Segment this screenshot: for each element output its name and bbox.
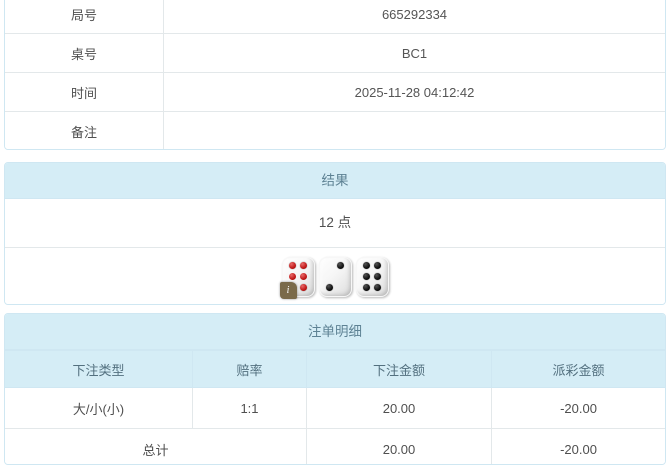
column-header-bet-type: 下注类型 bbox=[5, 350, 193, 388]
column-header-odds: 赔率 bbox=[192, 350, 307, 388]
cell-odds: 1:1 bbox=[192, 387, 307, 429]
die-pip bbox=[300, 283, 308, 291]
table-row: 局号 665292334 bbox=[5, 0, 665, 34]
die-2[interactable] bbox=[318, 256, 352, 297]
bet-detail-table: 下注类型 赔率 下注金额 派彩金额 大/小(小) 1:1 20.00 -20.0… bbox=[5, 350, 665, 464]
info-label-remark: 备注 bbox=[5, 111, 164, 149]
die-pip-blank bbox=[337, 273, 344, 280]
die-pip-blank bbox=[337, 284, 344, 291]
table-total-row: 总计 20.00 -20.00 bbox=[5, 428, 665, 464]
info-value-table-no: BC1 bbox=[163, 33, 665, 73]
cell-bet-type: 大/小(小) bbox=[5, 387, 193, 429]
info-label-round-no: 局号 bbox=[5, 0, 164, 34]
table-row: 桌号 BC1 bbox=[5, 33, 665, 73]
die-pip-blank bbox=[288, 272, 296, 280]
round-info-table: 局号 665292334 桌号 BC1 时间 2025-11-28 04:12:… bbox=[5, 0, 665, 149]
die-pip bbox=[300, 262, 308, 270]
result-points-value: 12 点 bbox=[5, 199, 665, 248]
dice-row: i bbox=[5, 248, 665, 304]
die-pip bbox=[362, 283, 370, 291]
bet-detail-section-title: 注单明细 bbox=[5, 314, 665, 350]
info-value-remark bbox=[163, 111, 665, 149]
die-pip bbox=[362, 272, 370, 280]
info-label-table-no: 桌号 bbox=[5, 33, 164, 73]
table-header-row: 下注类型 赔率 下注金额 派彩金额 bbox=[5, 350, 665, 388]
cell-total-amount: 20.00 bbox=[306, 428, 492, 464]
die-pip bbox=[374, 262, 382, 270]
bet-detail-card: 注单明细 下注类型 赔率 下注金额 派彩金额 大/小(小) 1:1 20.00 … bbox=[4, 313, 666, 465]
die-pip bbox=[325, 283, 333, 291]
cell-bet-amount: 20.00 bbox=[306, 387, 492, 429]
die-3[interactable] bbox=[355, 256, 389, 297]
table-row: 大/小(小) 1:1 20.00 -20.00 bbox=[5, 387, 665, 429]
column-header-bet-amount: 下注金额 bbox=[306, 350, 492, 388]
info-value-round-no: 665292334 bbox=[163, 0, 665, 34]
result-card: 结果 12 点 i bbox=[4, 162, 666, 305]
die-pip bbox=[288, 262, 296, 270]
die-pip bbox=[362, 262, 370, 270]
die-pip bbox=[374, 272, 382, 280]
result-section-title: 结果 bbox=[5, 163, 665, 199]
table-row: 备注 bbox=[5, 111, 665, 149]
cell-total-payout: -20.00 bbox=[491, 428, 665, 464]
column-header-payout: 派彩金额 bbox=[491, 350, 665, 388]
round-info-card: 局号 665292334 桌号 BC1 时间 2025-11-28 04:12:… bbox=[4, 0, 666, 150]
cell-payout: -20.00 bbox=[491, 387, 665, 429]
info-label-time: 时间 bbox=[5, 72, 164, 112]
die-pip-blank bbox=[300, 272, 308, 280]
info-badge-icon[interactable]: i bbox=[279, 281, 297, 299]
info-value-time: 2025-11-28 04:12:42 bbox=[163, 72, 665, 112]
die-1[interactable]: i bbox=[279, 256, 315, 299]
die-pip bbox=[374, 283, 382, 291]
table-row: 时间 2025-11-28 04:12:42 bbox=[5, 72, 665, 112]
cell-total-label: 总计 bbox=[5, 428, 307, 464]
die-pip bbox=[337, 262, 345, 270]
die-pip-blank bbox=[326, 273, 333, 280]
die-pip-blank bbox=[326, 262, 333, 269]
